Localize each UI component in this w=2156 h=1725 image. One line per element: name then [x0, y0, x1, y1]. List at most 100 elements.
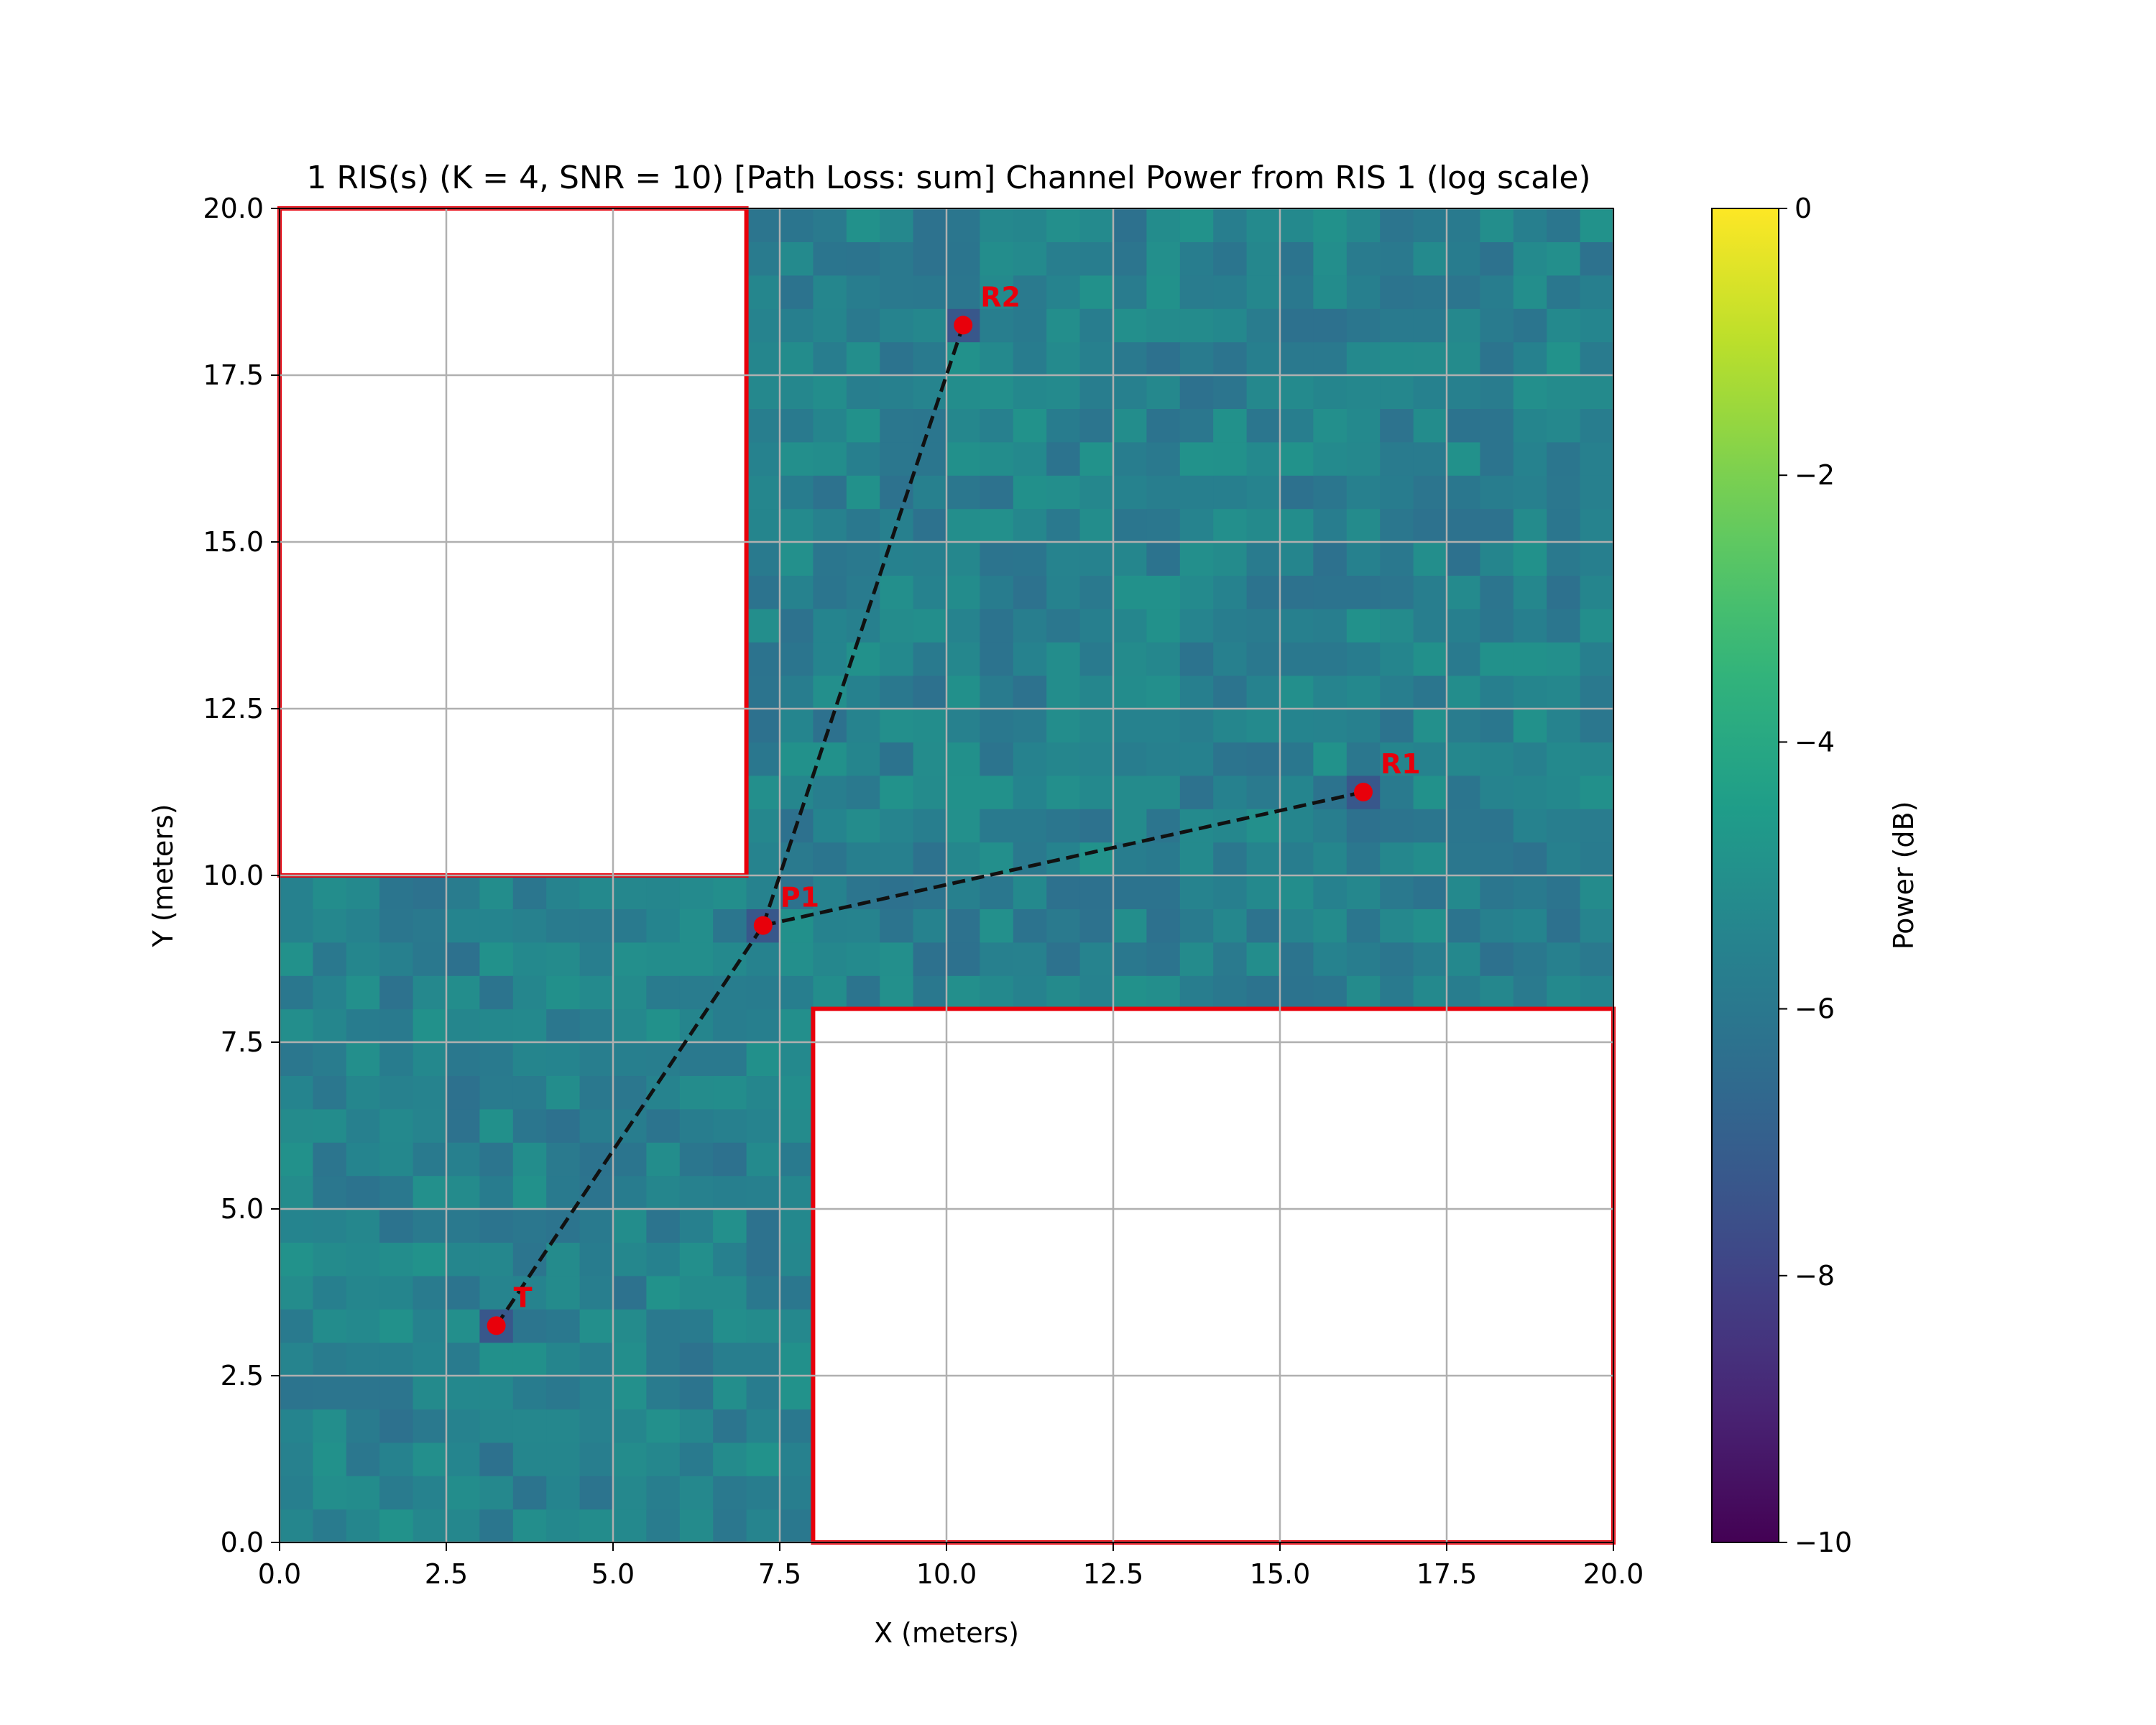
heatmap-cell	[413, 1342, 447, 1376]
heatmap-cell	[1547, 775, 1581, 809]
heatmap-cell	[346, 1442, 380, 1476]
heatmap-cell	[1046, 341, 1081, 376]
heatmap-cell	[813, 875, 847, 909]
heatmap-cell	[479, 1442, 514, 1476]
heatmap-cell	[1079, 775, 1114, 809]
heatmap-cell	[1447, 208, 1480, 242]
heatmap-cell	[313, 1275, 347, 1310]
heatmap-cell	[946, 742, 980, 776]
heatmap-cell	[846, 242, 880, 276]
heatmap-cell	[1280, 341, 1314, 376]
heatmap-cell	[1113, 242, 1147, 276]
heatmap-cell	[1146, 608, 1181, 643]
heatmap-cell	[446, 1075, 480, 1110]
heatmap-cell	[1380, 842, 1414, 876]
heatmap-cell	[980, 675, 1014, 709]
heatmap-cell	[613, 1075, 647, 1110]
heatmap-cell	[512, 1142, 547, 1177]
heatmap-cell	[780, 1442, 814, 1476]
heatmap-cell	[913, 275, 947, 309]
heatmap-cell	[1280, 842, 1314, 876]
heatmap-cell	[980, 542, 1014, 576]
heatmap-cell	[1447, 642, 1480, 676]
heatmap-cell	[1413, 742, 1447, 776]
heatmap-cell	[713, 908, 747, 943]
heatmap-cell	[1113, 842, 1147, 876]
heatmap-cell	[512, 1075, 547, 1110]
heatmap-cell	[780, 542, 814, 576]
heatmap-cell	[1079, 341, 1114, 376]
heatmap-cell	[1380, 809, 1414, 843]
heatmap-cell	[780, 1509, 814, 1543]
heatmap-cell	[413, 1309, 447, 1343]
y-tick-label: 5.0	[221, 1193, 264, 1225]
heatmap-cell	[1547, 275, 1581, 309]
heatmap-cell	[446, 1175, 480, 1210]
heatmap-cell	[1313, 208, 1348, 242]
heatmap-cell	[613, 875, 647, 909]
heatmap-cell	[1213, 275, 1248, 309]
heatmap-cell	[880, 275, 914, 309]
heatmap-cell	[313, 1108, 347, 1143]
heatmap-cell	[613, 908, 647, 943]
colorbar-label: Power (dB)	[1888, 801, 1920, 950]
heatmap-cell	[479, 1042, 514, 1076]
heatmap-cell	[512, 908, 547, 943]
heatmap-cell	[746, 1509, 780, 1543]
heatmap-cell	[1413, 809, 1447, 843]
heatmap-cell	[746, 709, 780, 742]
heatmap-cell	[446, 875, 480, 909]
heatmap-cell	[413, 1409, 447, 1443]
heatmap-cell	[613, 1275, 647, 1310]
heatmap-cell	[1179, 842, 1214, 876]
heatmap-cell	[1179, 408, 1214, 443]
heatmap-cell	[1513, 508, 1547, 543]
heatmap-cell	[780, 1142, 814, 1177]
heatmap-cell	[746, 508, 780, 543]
heatmap-cell	[379, 875, 414, 909]
x-tick-label: 5.0	[591, 1558, 635, 1590]
heatmap-cell	[1480, 809, 1514, 843]
heatmap-cell	[946, 809, 980, 843]
heatmap-cell	[1146, 775, 1181, 809]
colorbar	[1711, 208, 1779, 1543]
heatmap-cell	[1246, 375, 1281, 409]
heatmap-cell	[546, 1075, 581, 1110]
heatmap-cell	[1447, 975, 1480, 1010]
heatmap-cell	[546, 975, 581, 1010]
heatmap-cell	[613, 1175, 647, 1210]
heatmap-cell	[646, 1376, 681, 1409]
heatmap-cell	[1313, 275, 1348, 309]
heatmap-cell	[1547, 908, 1581, 943]
heatmap-cell	[1046, 408, 1081, 443]
heatmap-cell	[1246, 242, 1281, 276]
heatmap-cell	[1213, 775, 1248, 809]
heatmap-cell	[1547, 842, 1581, 876]
x-tick-label: 20.0	[1583, 1558, 1644, 1590]
point-label: T	[514, 1282, 533, 1313]
heatmap-cell	[1346, 475, 1381, 510]
heatmap-cell	[1313, 341, 1348, 376]
colorbar-tick-label: −6	[1795, 993, 1835, 1025]
heatmap-cell	[913, 242, 947, 276]
heatmap-cell	[1246, 742, 1281, 776]
heatmap-cell	[780, 1376, 814, 1409]
heatmap-cell	[713, 1242, 747, 1276]
heatmap-cell	[780, 308, 814, 343]
heatmap-cell	[713, 942, 747, 976]
heatmap-cell	[813, 441, 847, 476]
heatmap-cell	[1213, 709, 1248, 742]
heatmap-cell	[579, 875, 614, 909]
heatmap-cell	[1480, 775, 1514, 809]
colorbar-tick-label: −2	[1795, 459, 1835, 491]
heatmap-cell	[1046, 608, 1081, 643]
heatmap-cell	[1413, 908, 1447, 943]
heatmap-cell	[1280, 608, 1314, 643]
heatmap-cell	[313, 975, 347, 1010]
signal-path-line	[494, 924, 765, 1327]
heatmap-cell	[313, 1309, 347, 1343]
heatmap-cell	[1380, 308, 1414, 343]
heatmap-cell	[1046, 942, 1081, 976]
heatmap-cell	[1346, 608, 1381, 643]
heatmap-cell	[579, 1442, 614, 1476]
